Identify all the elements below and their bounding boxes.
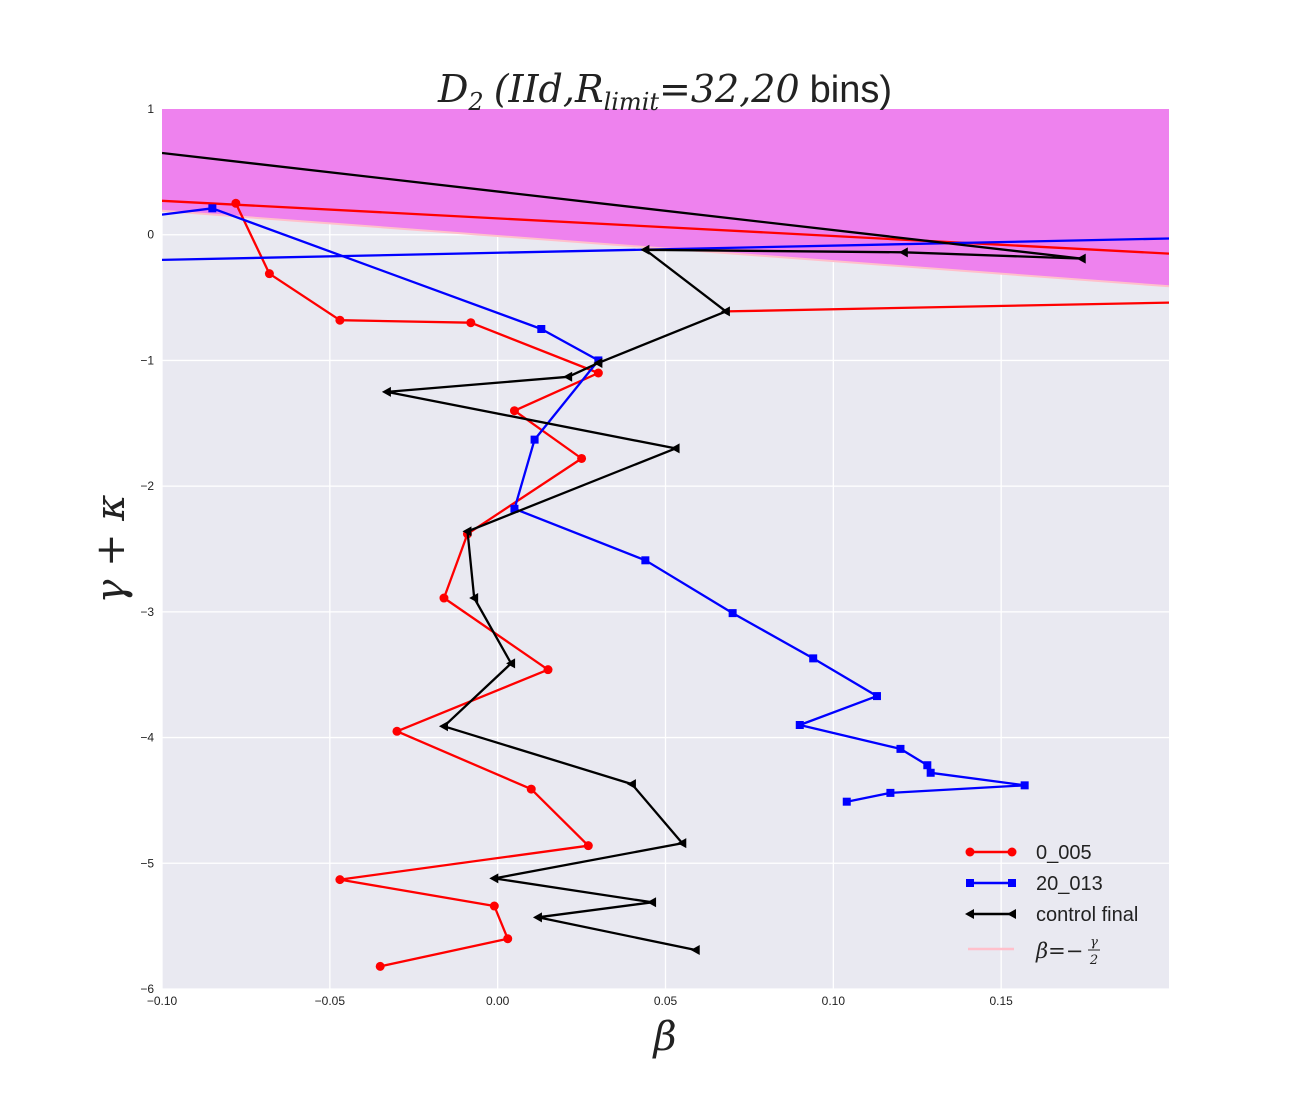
data-point-control-final xyxy=(1076,253,1086,264)
data-point-0-005 xyxy=(392,726,402,736)
y-tick-label: 1 xyxy=(147,102,154,116)
data-point-0-005 xyxy=(583,841,593,851)
data-point-20-013 xyxy=(923,761,932,770)
grid-lines xyxy=(161,108,1169,990)
data-point-0-005 xyxy=(593,368,603,378)
data-point-control-final xyxy=(647,897,657,908)
data-point-20-013 xyxy=(809,654,818,663)
data-point-20-013 xyxy=(728,609,737,618)
data-point-control-final xyxy=(489,873,499,884)
legend-label-20-013: 20_013 xyxy=(1036,873,1103,895)
data-point-control-final xyxy=(690,945,700,956)
x-tick-label: 0.10 xyxy=(822,994,846,1008)
data-point-0-005 xyxy=(231,198,241,208)
data-point-20-013 xyxy=(641,556,650,565)
data-point-20-013 xyxy=(530,435,539,444)
series-control-final-fit-line xyxy=(162,151,1082,260)
shaded-region xyxy=(162,109,1169,287)
y-tick-label: −5 xyxy=(140,856,154,870)
series-line-control-final xyxy=(385,248,1082,952)
data-point-control-final xyxy=(462,526,472,537)
data-point-control-final xyxy=(469,593,479,604)
data-point-0-005 xyxy=(503,934,513,944)
y-tick-label: −1 xyxy=(140,353,154,367)
legend-label-0-005: 0_005 xyxy=(1036,842,1092,864)
series-group xyxy=(162,151,1169,971)
title-eq-value: =32,20 xyxy=(659,67,800,111)
legend-marker-20-013 xyxy=(966,879,974,887)
data-point-0-005 xyxy=(264,269,274,279)
title-open-paren: ( xyxy=(494,67,510,111)
y-tick-label: −6 xyxy=(140,982,154,996)
legend-marker-control-final xyxy=(965,909,974,919)
data-point-20-013 xyxy=(510,504,519,513)
data-point-control-final xyxy=(670,443,680,454)
x-tick-label: 0.15 xyxy=(989,994,1013,1008)
data-point-control-final xyxy=(720,306,730,317)
data-point-control-final xyxy=(677,838,687,849)
data-point-0-005 xyxy=(335,875,345,885)
x-tick-label: 0.00 xyxy=(486,994,510,1008)
data-point-control-final xyxy=(593,357,603,368)
legend-label-boundary-den: 2 xyxy=(1089,953,1098,968)
y-tick-label: −2 xyxy=(140,479,154,493)
legend-marker-20-013-end xyxy=(1008,879,1016,887)
data-point-0-005 xyxy=(543,665,553,675)
data-point-control-final xyxy=(563,371,573,382)
data-point-control-final xyxy=(626,779,636,790)
data-point-control-final xyxy=(640,244,650,255)
data-point-0-005 xyxy=(509,406,519,416)
data-point-0-005 xyxy=(489,901,499,911)
data-point-control-final xyxy=(898,247,908,258)
series-0-005-fit-line xyxy=(162,199,1169,255)
series-20-013-fit-line xyxy=(162,207,213,216)
data-point-0-005 xyxy=(335,315,345,325)
legend-label-control-final: control final xyxy=(1036,904,1138,926)
x-axis-label: β xyxy=(651,1014,676,1060)
data-point-20-013 xyxy=(842,797,851,806)
data-point-0-005 xyxy=(466,318,476,328)
data-point-0-005 xyxy=(375,961,385,971)
y-axis-label: γ + κ xyxy=(88,494,134,603)
data-point-control-final xyxy=(381,386,391,397)
series-0-005-fit-line2 xyxy=(725,301,1169,313)
data-point-20-013 xyxy=(795,721,804,729)
x-tick-label: 0.05 xyxy=(654,994,678,1008)
data-point-20-013 xyxy=(208,204,217,213)
x-tick-label: −0.10 xyxy=(147,994,178,1008)
data-point-20-013 xyxy=(896,744,905,753)
data-point-control-final xyxy=(532,912,542,923)
title-params-sub: limit xyxy=(604,88,660,116)
title-params: IId,R xyxy=(508,67,604,111)
x-axis-ticks: −0.10 −0.05 0.00 0.05 0.10 0.15 xyxy=(147,994,1013,1008)
data-point-20-013 xyxy=(872,692,881,701)
y-tick-label: −3 xyxy=(140,605,154,619)
data-point-20-013 xyxy=(926,768,935,777)
series-line-20-013 xyxy=(211,207,1026,803)
data-point-0-005 xyxy=(526,784,536,794)
data-point-20-013 xyxy=(537,325,546,333)
chart-title: D2 (IId,Rlimit=32,20 bins) xyxy=(437,67,892,116)
legend-marker-0-005-end xyxy=(1007,847,1017,857)
data-point-control-final xyxy=(438,721,448,732)
data-point-control-final xyxy=(506,658,516,669)
y-tick-label: 0 xyxy=(147,228,154,242)
title-var-sub: 2 xyxy=(467,88,483,116)
x-tick-label: −0.05 xyxy=(315,994,346,1008)
legend: 0_005 20_013 control final β=− γ 2 xyxy=(965,842,1138,968)
y-tick-label: −4 xyxy=(140,731,154,745)
legend-marker-control-final-end xyxy=(1007,909,1016,919)
title-var: D xyxy=(437,67,468,111)
title-bins: bins) xyxy=(810,69,892,111)
data-point-20-013 xyxy=(886,788,895,797)
data-point-0-005 xyxy=(439,593,449,603)
legend-label-boundary-num: γ xyxy=(1090,935,1098,950)
y-axis-ticks: 1 0 −1 −2 −3 −4 −5 −6 xyxy=(140,102,154,996)
data-point-20-013 xyxy=(1020,781,1029,790)
legend-marker-0-005 xyxy=(965,847,975,857)
data-point-0-005 xyxy=(577,453,587,463)
legend-label-boundary: β=− xyxy=(1035,939,1083,963)
